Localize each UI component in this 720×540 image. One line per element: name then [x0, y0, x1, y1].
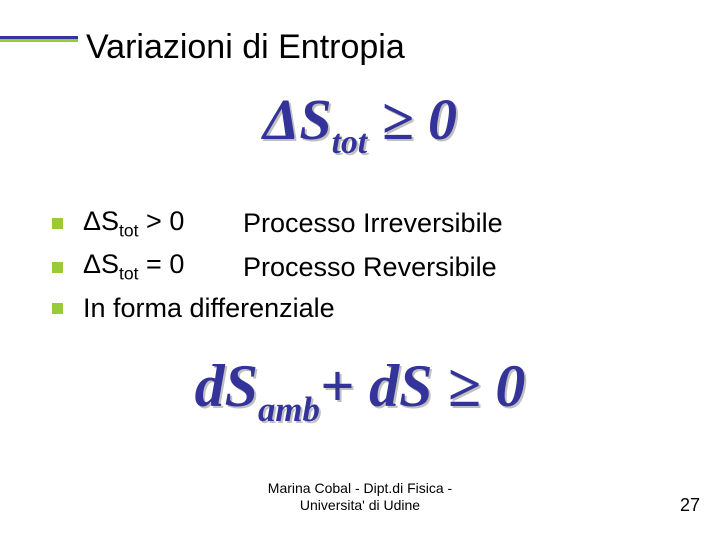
bullet-marker-icon — [52, 218, 63, 229]
bullet-marker-icon — [52, 262, 63, 273]
differential-formula: dSamb+ dS ≥ 0 dSamb+ dS ≥ 0 — [195, 352, 526, 428]
bullet-text: ΔS — [83, 249, 119, 279]
bullet-desc: Processo Reversibile — [243, 252, 497, 283]
bullet-desc: Processo Irreversibile — [243, 208, 503, 239]
title-accent-bar — [0, 36, 78, 42]
bullet-item: ΔStot = 0 Processo Reversibile — [52, 249, 672, 284]
bullet-item: In forma differenziale — [52, 293, 672, 324]
slide-title: Variazioni di Entropia — [86, 28, 405, 67]
footer-credit: Marina Cobal - Dipt.di Fisica - Universi… — [0, 480, 720, 514]
bullet-text: In forma differenziale — [83, 293, 335, 324]
page-number: 27 — [680, 495, 700, 516]
bullet-text: ΔS — [83, 206, 119, 236]
bullet-list: ΔStot > 0 Processo Irreversibile ΔStot =… — [52, 206, 672, 332]
bullet-marker-icon — [52, 303, 63, 314]
main-formula: ΔStot ≥ 0 ΔStot ≥ 0 — [0, 86, 720, 161]
bullet-item: ΔStot > 0 Processo Irreversibile — [52, 206, 672, 241]
